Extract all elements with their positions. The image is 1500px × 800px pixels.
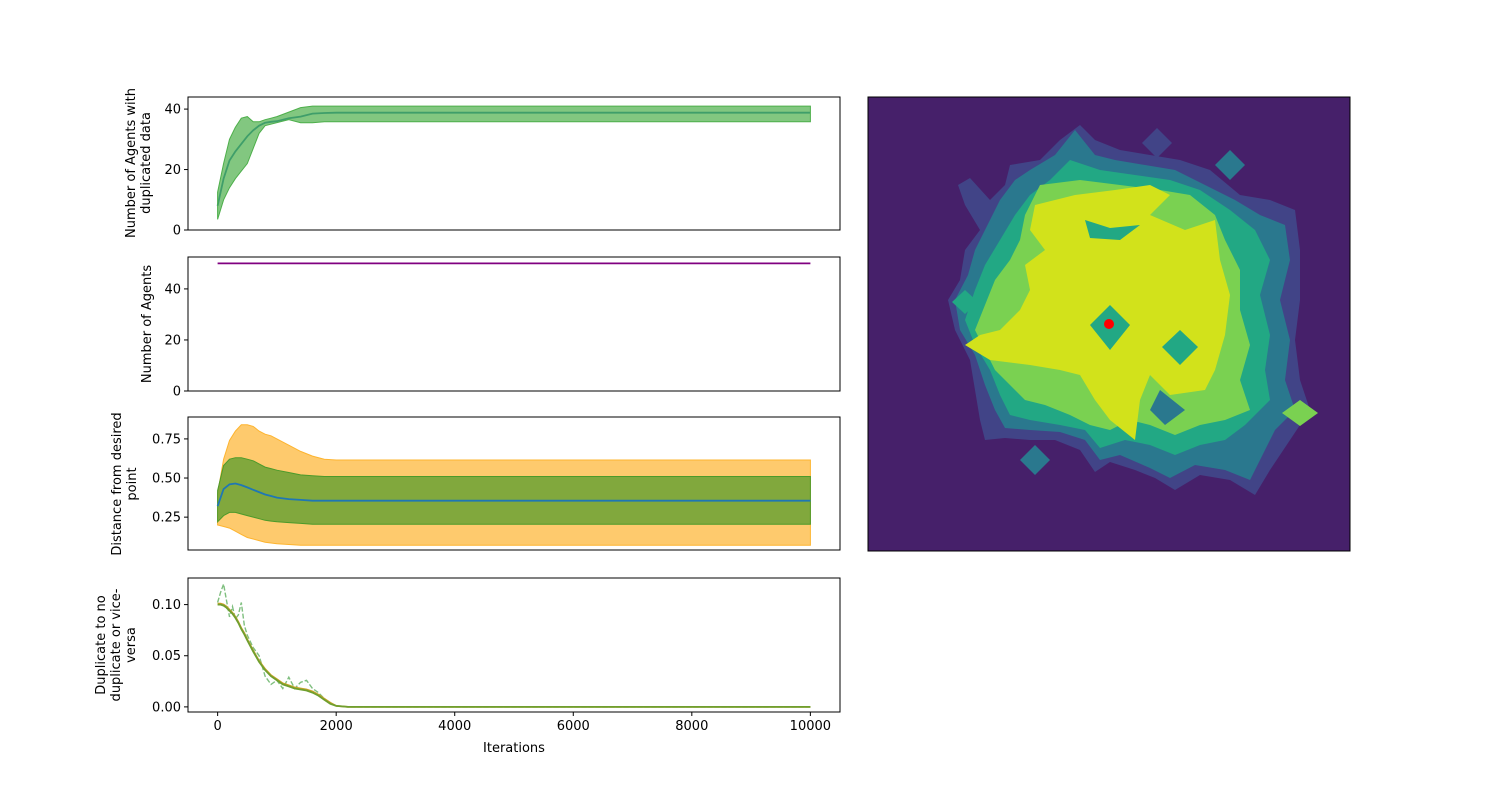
panel-distance-yticks: 0.25 0.50 0.75	[152, 432, 188, 526]
heatmap-island-left	[952, 290, 978, 314]
panel-transitions: 0.00 0.05 0.10 0 2000 4000 6000 8000 10000 Dupl…	[94, 577, 841, 756]
heatmap-hole-right	[1162, 330, 1198, 365]
panel-transitions-xticks: 0 2000 4000 6000 8000 10000	[213, 712, 831, 734]
panel-duplicated-agents-frame	[187, 96, 841, 231]
panel-transitions-xtick-label: 10000	[790, 719, 831, 734]
panel-agent-count-ytick-label: 40	[164, 282, 181, 297]
panel-transitions-ytick-label: 0.05	[152, 649, 181, 664]
panel-distance: 0.25 0.50 0.75 Distance from desired point	[110, 412, 841, 556]
panel-duplicated-agents-ytick-label: 40	[164, 103, 181, 118]
panel-transitions-ytick-label: 0.10	[152, 598, 181, 613]
panel-duplicated-agents-band-1	[217, 105, 811, 220]
panel-transitions-xtick-label: 0	[213, 719, 221, 734]
heatmap-hole-top	[1085, 220, 1140, 240]
panel-distance-ytick-label: 0.75	[152, 432, 181, 447]
heatmap-panel	[867, 96, 1351, 552]
panel-agent-count-ytick-label: 0	[173, 385, 181, 400]
panel-transitions-ylabel-line2: duplicate or vice-	[109, 588, 124, 701]
panel-agent-count-yticks: 0 20 40	[164, 282, 188, 400]
panel-distance-ytick-label: 0.25	[152, 511, 181, 526]
panel-distance-band-1	[217, 457, 811, 525]
panel-distance-ylabel-line2: point	[125, 467, 140, 500]
panel-distance-line-mean	[216, 482, 811, 507]
panel-duplicated-agents-ylabel-line2: duplicated data	[139, 112, 154, 214]
panel-duplicated-agents: 0 20 40 Number of Agents with duplicated d…	[124, 88, 841, 239]
panel-distance-frame	[187, 416, 841, 551]
panel-agent-count-ylabel: Number of Agents	[140, 265, 155, 383]
panel-duplicated-agents-ylabel-line1: Number of Agents with	[124, 88, 139, 238]
panel-duplicated-agents-ytick-label: 0	[173, 224, 181, 239]
heatmap-hole-lower	[1150, 390, 1185, 425]
panel-transitions-ytick-label: 0.00	[152, 700, 181, 715]
heatmap-level-5	[965, 185, 1230, 440]
panel-transitions-xlabel: Iterations	[483, 741, 545, 756]
panel-transitions-plot	[216, 581, 811, 708]
panel-distance-ylabel-line1: Distance from desired	[110, 412, 125, 555]
heatmap-island-right	[1282, 400, 1318, 426]
panel-transitions-ylabel-line3: versa	[124, 627, 139, 663]
panel-distance-plot	[216, 424, 811, 546]
panel-transitions-xtick-label: 4000	[438, 719, 471, 734]
panel-duplicated-agents-ytick-label: 20	[164, 163, 181, 178]
panel-duplicated-agents-plot	[216, 105, 811, 220]
panel-transitions-ylabel-line1: Duplicate to no	[94, 595, 109, 694]
heatmap-island-top-right	[1215, 150, 1245, 180]
panel-distance-ytick-label: 0.50	[152, 472, 181, 487]
panel-transitions-line-smooth2	[217, 603, 811, 708]
heatmap-maximum-marker	[1104, 319, 1114, 329]
heatmap-frame	[867, 96, 1351, 552]
panel-transitions-xtick-label: 2000	[320, 719, 353, 734]
panel-agent-count-ytick-label: 20	[164, 333, 181, 348]
panel-duplicated-agents-yticks: 0 20 40	[164, 103, 188, 239]
heatmap-island-bottom-left	[1020, 445, 1050, 475]
heatmap-island-top	[1142, 128, 1172, 158]
panel-transitions-xtick-label: 6000	[557, 719, 590, 734]
panel-agent-count: 0 20 40 Number of Agents	[140, 256, 841, 400]
panel-agent-count-frame	[187, 256, 841, 392]
panel-transitions-xtick-label: 8000	[675, 719, 708, 734]
panel-transitions-frame	[187, 577, 841, 713]
panel-transitions-yticks: 0.00 0.05 0.10	[152, 598, 188, 715]
